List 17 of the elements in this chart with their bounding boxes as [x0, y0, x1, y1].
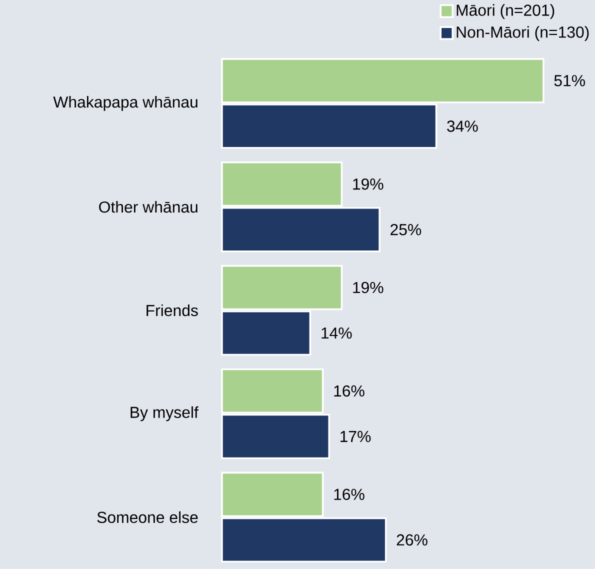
- data-label: 16%: [334, 488, 364, 500]
- y-tick-label: Other whānau: [99, 201, 198, 213]
- y-tick-label: Whakapapa whānau: [53, 96, 198, 111]
- y-tick-label: Someone else: [97, 511, 198, 524]
- data-label: 26%: [396, 534, 428, 546]
- data-label: 19%: [353, 282, 384, 294]
- data-label: 34%: [447, 120, 478, 132]
- data-label: 51%: [554, 75, 585, 86]
- data-label: 19%: [353, 178, 384, 190]
- data-label: 17%: [340, 430, 371, 442]
- legend-label: Māori (n=201): [456, 4, 554, 20]
- y-tick-label: Friends: [146, 304, 198, 316]
- data-label: 16%: [334, 385, 364, 397]
- legend-label: Non-Māori (n=130): [456, 26, 589, 41]
- data-label: 14%: [322, 328, 352, 339]
- data-label: 25%: [390, 224, 422, 236]
- y-tick-label: By myself: [130, 406, 198, 422]
